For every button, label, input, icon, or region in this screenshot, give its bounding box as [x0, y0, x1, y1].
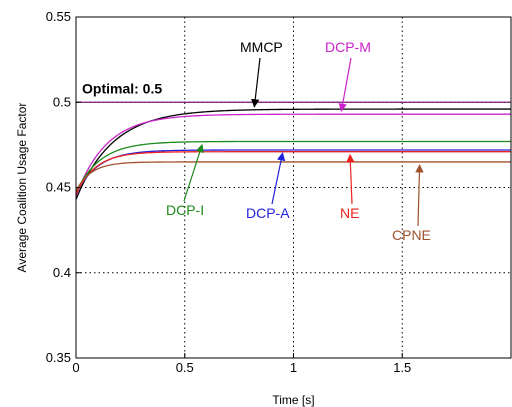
annotation-arrow	[341, 58, 351, 111]
y-tick-label: 0.45	[46, 180, 71, 195]
y-tick-label: 0.5	[53, 94, 71, 109]
annotation-arrow	[418, 165, 420, 226]
annotation-label: NE	[340, 205, 359, 221]
series-line-mmcp	[76, 109, 511, 199]
annotation-label: DCP-M	[325, 39, 371, 55]
y-axis-label: Average Coalition Usage Factor	[15, 103, 29, 273]
x-tick-label: 1.5	[393, 360, 411, 375]
annotation-label: DCP-I	[166, 202, 204, 218]
grid-lines	[76, 17, 511, 358]
optimal-label: Optimal: 0.5	[82, 80, 162, 96]
x-tick-label: 0.5	[176, 360, 194, 375]
annotation-arrow	[254, 58, 260, 107]
x-axis-label: Time [s]	[272, 393, 314, 407]
annotation-arrow	[184, 145, 202, 201]
annotation-label: CPNE	[392, 227, 431, 243]
axis-ticks: 0 0.5 1 1.5 0.35 0.4 0.45 0.5 0.55	[46, 9, 412, 375]
annotation-label: MMCP	[240, 39, 283, 55]
x-tick-label: 0	[72, 360, 79, 375]
y-tick-label: 0.55	[46, 9, 71, 24]
x-tick-label: 1	[290, 360, 297, 375]
annotation-label: DCP-A	[246, 205, 290, 221]
y-tick-label: 0.35	[46, 350, 71, 365]
annotation-arrow	[272, 153, 283, 204]
y-tick-label: 0.4	[53, 265, 71, 280]
